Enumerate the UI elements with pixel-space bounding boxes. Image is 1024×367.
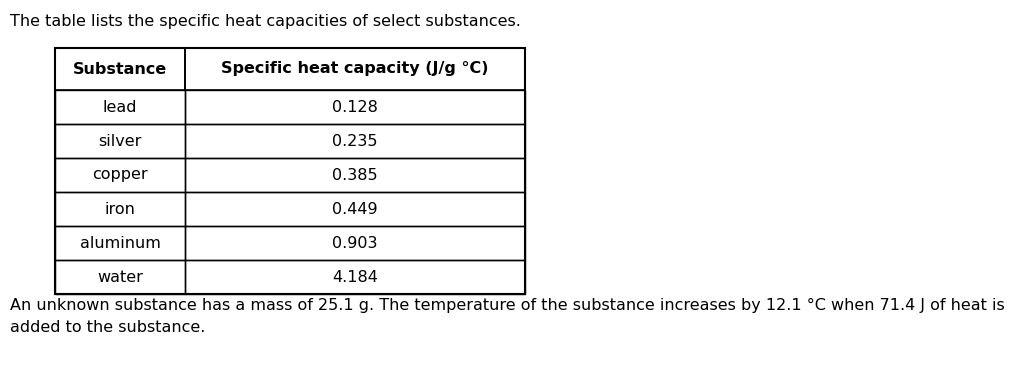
Text: Specific heat capacity (J/g °C): Specific heat capacity (J/g °C) [221, 62, 488, 76]
Bar [55, 48, 525, 294]
Text: 4.184: 4.184 [332, 269, 378, 284]
Text: 0.385: 0.385 [332, 167, 378, 182]
Bar [185, 90, 525, 124]
Text: 0.449: 0.449 [332, 201, 378, 217]
Bar [55, 226, 185, 260]
Bar [185, 158, 525, 192]
Text: aluminum: aluminum [80, 236, 161, 251]
Bar [185, 48, 525, 90]
Bar [55, 48, 185, 90]
Bar [55, 192, 185, 226]
Bar [55, 124, 185, 158]
Bar [55, 158, 185, 192]
Bar [185, 124, 525, 158]
Text: 0.235: 0.235 [332, 134, 378, 149]
Bar [55, 260, 185, 294]
Text: The table lists the specific heat capacities of select substances.: The table lists the specific heat capaci… [10, 14, 521, 29]
Bar [185, 226, 525, 260]
Text: added to the substance.: added to the substance. [10, 320, 206, 335]
Text: 0.903: 0.903 [332, 236, 378, 251]
Text: water: water [97, 269, 143, 284]
Text: Substance: Substance [73, 62, 167, 76]
Bar [185, 192, 525, 226]
Text: An unknown substance has a mass of 25.1 g. The temperature of the substance incr: An unknown substance has a mass of 25.1 … [10, 298, 1005, 313]
Text: copper: copper [92, 167, 147, 182]
Text: silver: silver [98, 134, 141, 149]
Text: 0.128: 0.128 [332, 99, 378, 115]
Bar [185, 260, 525, 294]
Bar [55, 90, 185, 124]
Text: lead: lead [102, 99, 137, 115]
Text: iron: iron [104, 201, 135, 217]
